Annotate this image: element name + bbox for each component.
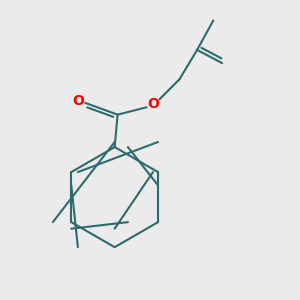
Text: O: O [72, 94, 84, 108]
Text: O: O [147, 98, 159, 111]
